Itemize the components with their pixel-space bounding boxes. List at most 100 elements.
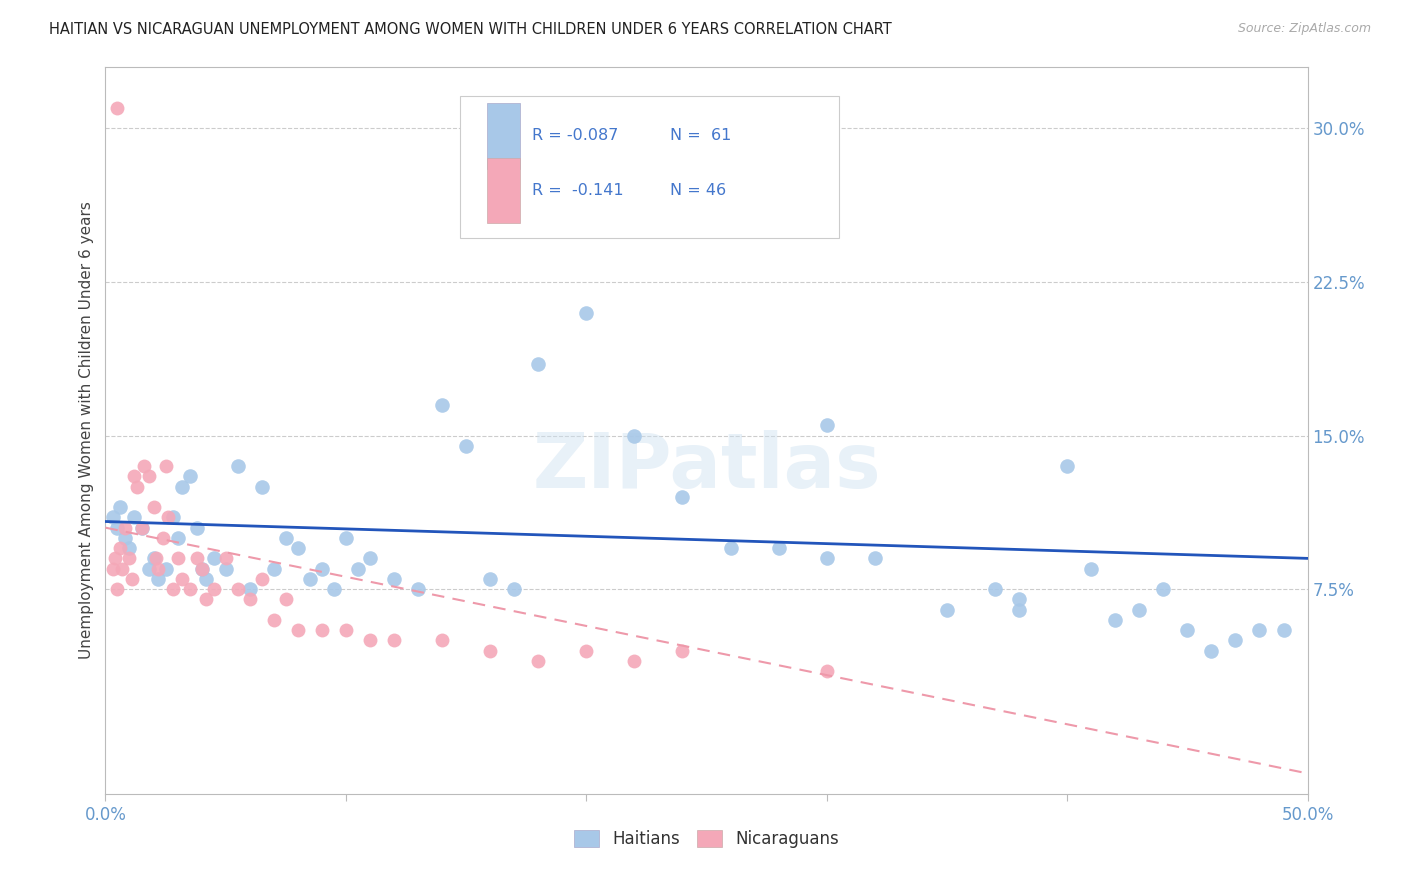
Point <box>195 572 218 586</box>
Point <box>1128 602 1150 616</box>
Point <box>239 592 262 607</box>
Point <box>382 633 405 648</box>
Point <box>936 602 959 616</box>
Point <box>322 582 344 596</box>
Point <box>108 500 131 515</box>
Y-axis label: Unemployment Among Women with Children Under 6 years: Unemployment Among Women with Children U… <box>79 202 94 659</box>
Point <box>623 654 645 668</box>
Point <box>815 418 838 433</box>
Point <box>720 541 742 556</box>
Point <box>1249 623 1271 637</box>
Point <box>118 551 141 566</box>
Text: Source: ZipAtlas.com: Source: ZipAtlas.com <box>1237 22 1371 36</box>
Point <box>287 623 309 637</box>
Point <box>815 664 838 678</box>
Point <box>1272 623 1295 637</box>
Point <box>202 582 225 596</box>
Text: R = -0.087: R = -0.087 <box>533 128 619 144</box>
Point <box>142 500 165 515</box>
Point <box>1201 643 1223 657</box>
FancyBboxPatch shape <box>486 158 520 223</box>
Point <box>1225 633 1247 648</box>
Point <box>108 541 131 556</box>
Point <box>406 582 429 596</box>
Point <box>226 459 249 474</box>
Point <box>107 521 129 535</box>
Point <box>114 521 136 535</box>
Point <box>382 572 405 586</box>
Point <box>1104 613 1126 627</box>
Point <box>172 480 194 494</box>
Point <box>1056 459 1078 474</box>
Point <box>311 561 333 575</box>
Point <box>335 531 357 545</box>
Point <box>179 582 201 596</box>
Point <box>186 551 208 566</box>
Point <box>148 561 170 575</box>
Point <box>311 623 333 637</box>
Point <box>190 561 212 575</box>
Point <box>1008 602 1031 616</box>
Text: N =  61: N = 61 <box>671 128 733 144</box>
Point <box>503 582 526 596</box>
Point <box>124 469 146 483</box>
Point <box>575 305 598 319</box>
Point <box>287 541 309 556</box>
Point <box>121 572 143 586</box>
Point <box>575 643 598 657</box>
Point <box>359 551 381 566</box>
Point <box>430 398 453 412</box>
Point <box>155 561 177 575</box>
Point <box>138 469 160 483</box>
Text: HAITIAN VS NICARAGUAN UNEMPLOYMENT AMONG WOMEN WITH CHILDREN UNDER 6 YEARS CORRE: HAITIAN VS NICARAGUAN UNEMPLOYMENT AMONG… <box>49 22 891 37</box>
Point <box>263 613 285 627</box>
Point <box>172 572 194 586</box>
Point <box>671 643 693 657</box>
Point <box>863 551 886 566</box>
Point <box>131 521 153 535</box>
Point <box>1152 582 1174 596</box>
Point <box>111 561 134 575</box>
Point <box>214 551 236 566</box>
Point <box>214 561 236 575</box>
Point <box>527 654 550 668</box>
Point <box>226 582 249 596</box>
Point <box>239 582 262 596</box>
Point <box>430 633 453 648</box>
Point <box>101 561 124 575</box>
Point <box>359 633 381 648</box>
Point <box>138 561 160 575</box>
Point <box>114 531 136 545</box>
Point <box>148 572 170 586</box>
Point <box>131 521 153 535</box>
Point <box>179 469 201 483</box>
Point <box>1008 592 1031 607</box>
Point <box>479 572 502 586</box>
Point <box>124 510 146 524</box>
Legend: Haitians, Nicaraguans: Haitians, Nicaraguans <box>568 823 845 855</box>
Point <box>274 531 297 545</box>
Point <box>166 551 188 566</box>
Point <box>274 592 297 607</box>
Point <box>195 592 218 607</box>
FancyBboxPatch shape <box>486 103 520 169</box>
Point <box>152 531 174 545</box>
Point <box>118 541 141 556</box>
Point <box>671 490 693 504</box>
Point <box>250 480 273 494</box>
Point <box>166 531 188 545</box>
Point <box>298 572 321 586</box>
Point <box>107 582 129 596</box>
Point <box>104 551 127 566</box>
Point <box>186 521 208 535</box>
Point <box>527 357 550 371</box>
Point <box>250 572 273 586</box>
Point <box>263 561 285 575</box>
Point <box>1080 561 1102 575</box>
Point <box>162 582 184 596</box>
Text: N = 46: N = 46 <box>671 183 727 198</box>
Point <box>101 510 124 524</box>
Point <box>815 551 838 566</box>
Text: ZIPatlas: ZIPatlas <box>533 430 880 504</box>
Point <box>347 561 370 575</box>
